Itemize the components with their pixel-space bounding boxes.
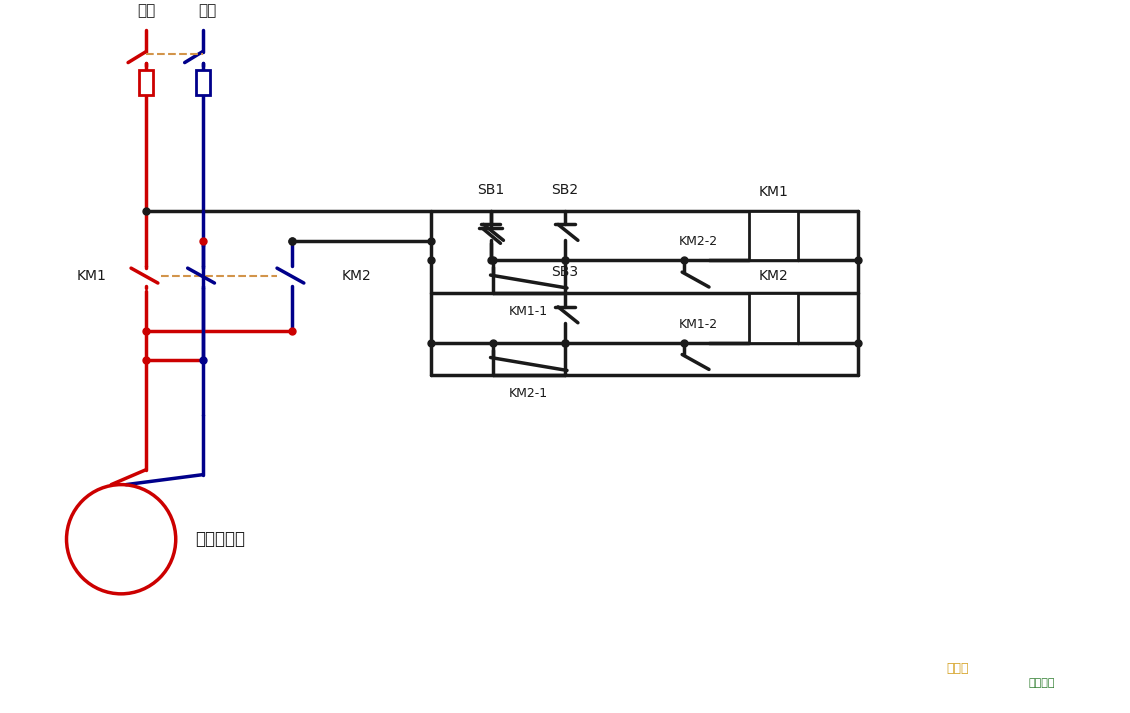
Text: 正极: 正极 (137, 3, 155, 18)
Bar (749, 293, 799, 343)
Text: KM2: KM2 (758, 269, 789, 283)
Text: KM2-1: KM2-1 (508, 387, 548, 400)
Text: SB1: SB1 (477, 183, 504, 197)
Text: KM2-2: KM2-2 (679, 235, 719, 248)
Text: KM1: KM1 (758, 185, 789, 199)
Text: 负极: 负极 (199, 3, 217, 18)
Text: KM1-2: KM1-2 (679, 318, 719, 331)
Text: 直流电动机: 直流电动机 (195, 530, 245, 548)
Text: 中国电源: 中国电源 (1028, 678, 1055, 688)
Bar (195, 70, 209, 96)
Text: SB2: SB2 (551, 183, 579, 197)
Text: KM1: KM1 (77, 269, 106, 283)
Text: 接线图: 接线图 (946, 662, 968, 674)
Bar (139, 70, 153, 96)
Bar (749, 210, 799, 260)
Text: KM1-1: KM1-1 (508, 305, 548, 318)
Text: KM2: KM2 (341, 269, 372, 283)
Text: SB3: SB3 (551, 265, 579, 279)
